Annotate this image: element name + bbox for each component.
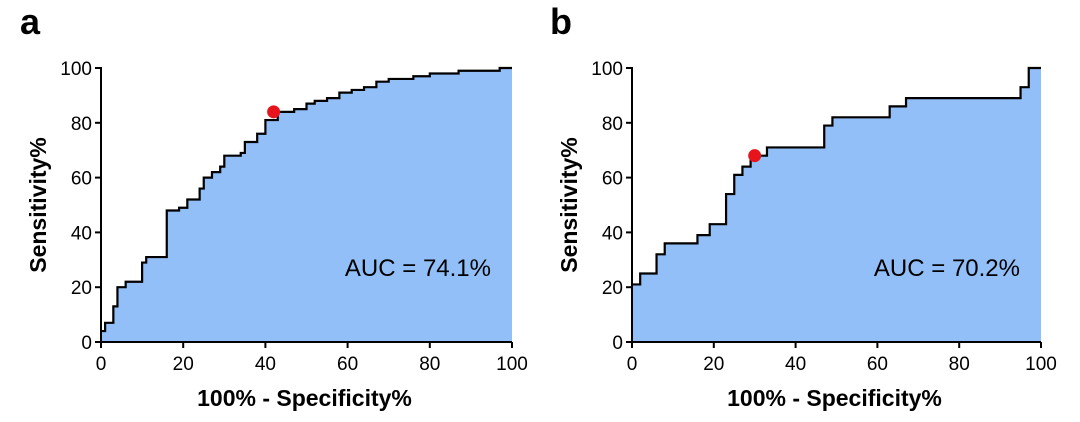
y-tick-label-b: 100 xyxy=(591,59,623,80)
x-tick-label-a: 60 xyxy=(337,354,358,375)
x-axis-label-a: 100% - Specificity% xyxy=(197,385,412,411)
x-tick-label-b: 60 xyxy=(867,354,888,375)
x-tick-label-b: 80 xyxy=(949,354,970,375)
x-tick-label-b: 40 xyxy=(785,354,806,375)
roc-area-a xyxy=(101,68,512,342)
x-tick-label-b: 20 xyxy=(703,354,724,375)
x-axis-label-b: 100% - Specificity% xyxy=(727,385,942,411)
y-tick-label-b: 60 xyxy=(602,169,623,190)
y-tick-label-a: 20 xyxy=(71,278,92,299)
y-tick-label-a: 40 xyxy=(71,223,92,244)
x-tick-label-a: 40 xyxy=(255,354,276,375)
cutoff-point-a xyxy=(267,105,281,119)
panel-label-b: b xyxy=(550,1,572,42)
y-axis-label-b: Sensitivity% xyxy=(556,137,582,273)
panel-label-a: a xyxy=(20,1,41,42)
y-tick-label-b: 0 xyxy=(612,333,623,354)
y-tick-label-b: 80 xyxy=(602,114,623,135)
cutoff-point-b xyxy=(748,149,762,163)
roc-curve-b xyxy=(632,66,1041,286)
x-tick-label-b: 0 xyxy=(627,354,638,375)
x-tick-label-a: 0 xyxy=(96,354,107,375)
auc-annotation-a: AUC = 74.1% xyxy=(345,255,491,282)
y-tick-label-a: 80 xyxy=(71,114,92,135)
y-tick-label-b: 20 xyxy=(602,278,623,299)
roc-area-b xyxy=(632,68,1041,342)
y-tick-label-a: 60 xyxy=(71,169,92,190)
x-tick-label-b: 100 xyxy=(1025,354,1057,375)
x-tick-label-a: 20 xyxy=(173,354,194,375)
roc-curve-a xyxy=(101,66,512,333)
x-tick-label-a: 80 xyxy=(419,354,440,375)
y-axis-label-a: Sensitivity% xyxy=(25,137,51,273)
x-tick-label-a: 100 xyxy=(496,354,528,375)
auc-annotation-b: AUC = 70.2% xyxy=(874,255,1020,282)
y-tick-label-a: 0 xyxy=(81,333,92,354)
y-tick-label-b: 40 xyxy=(602,223,623,244)
y-tick-label-a: 100 xyxy=(60,59,92,80)
